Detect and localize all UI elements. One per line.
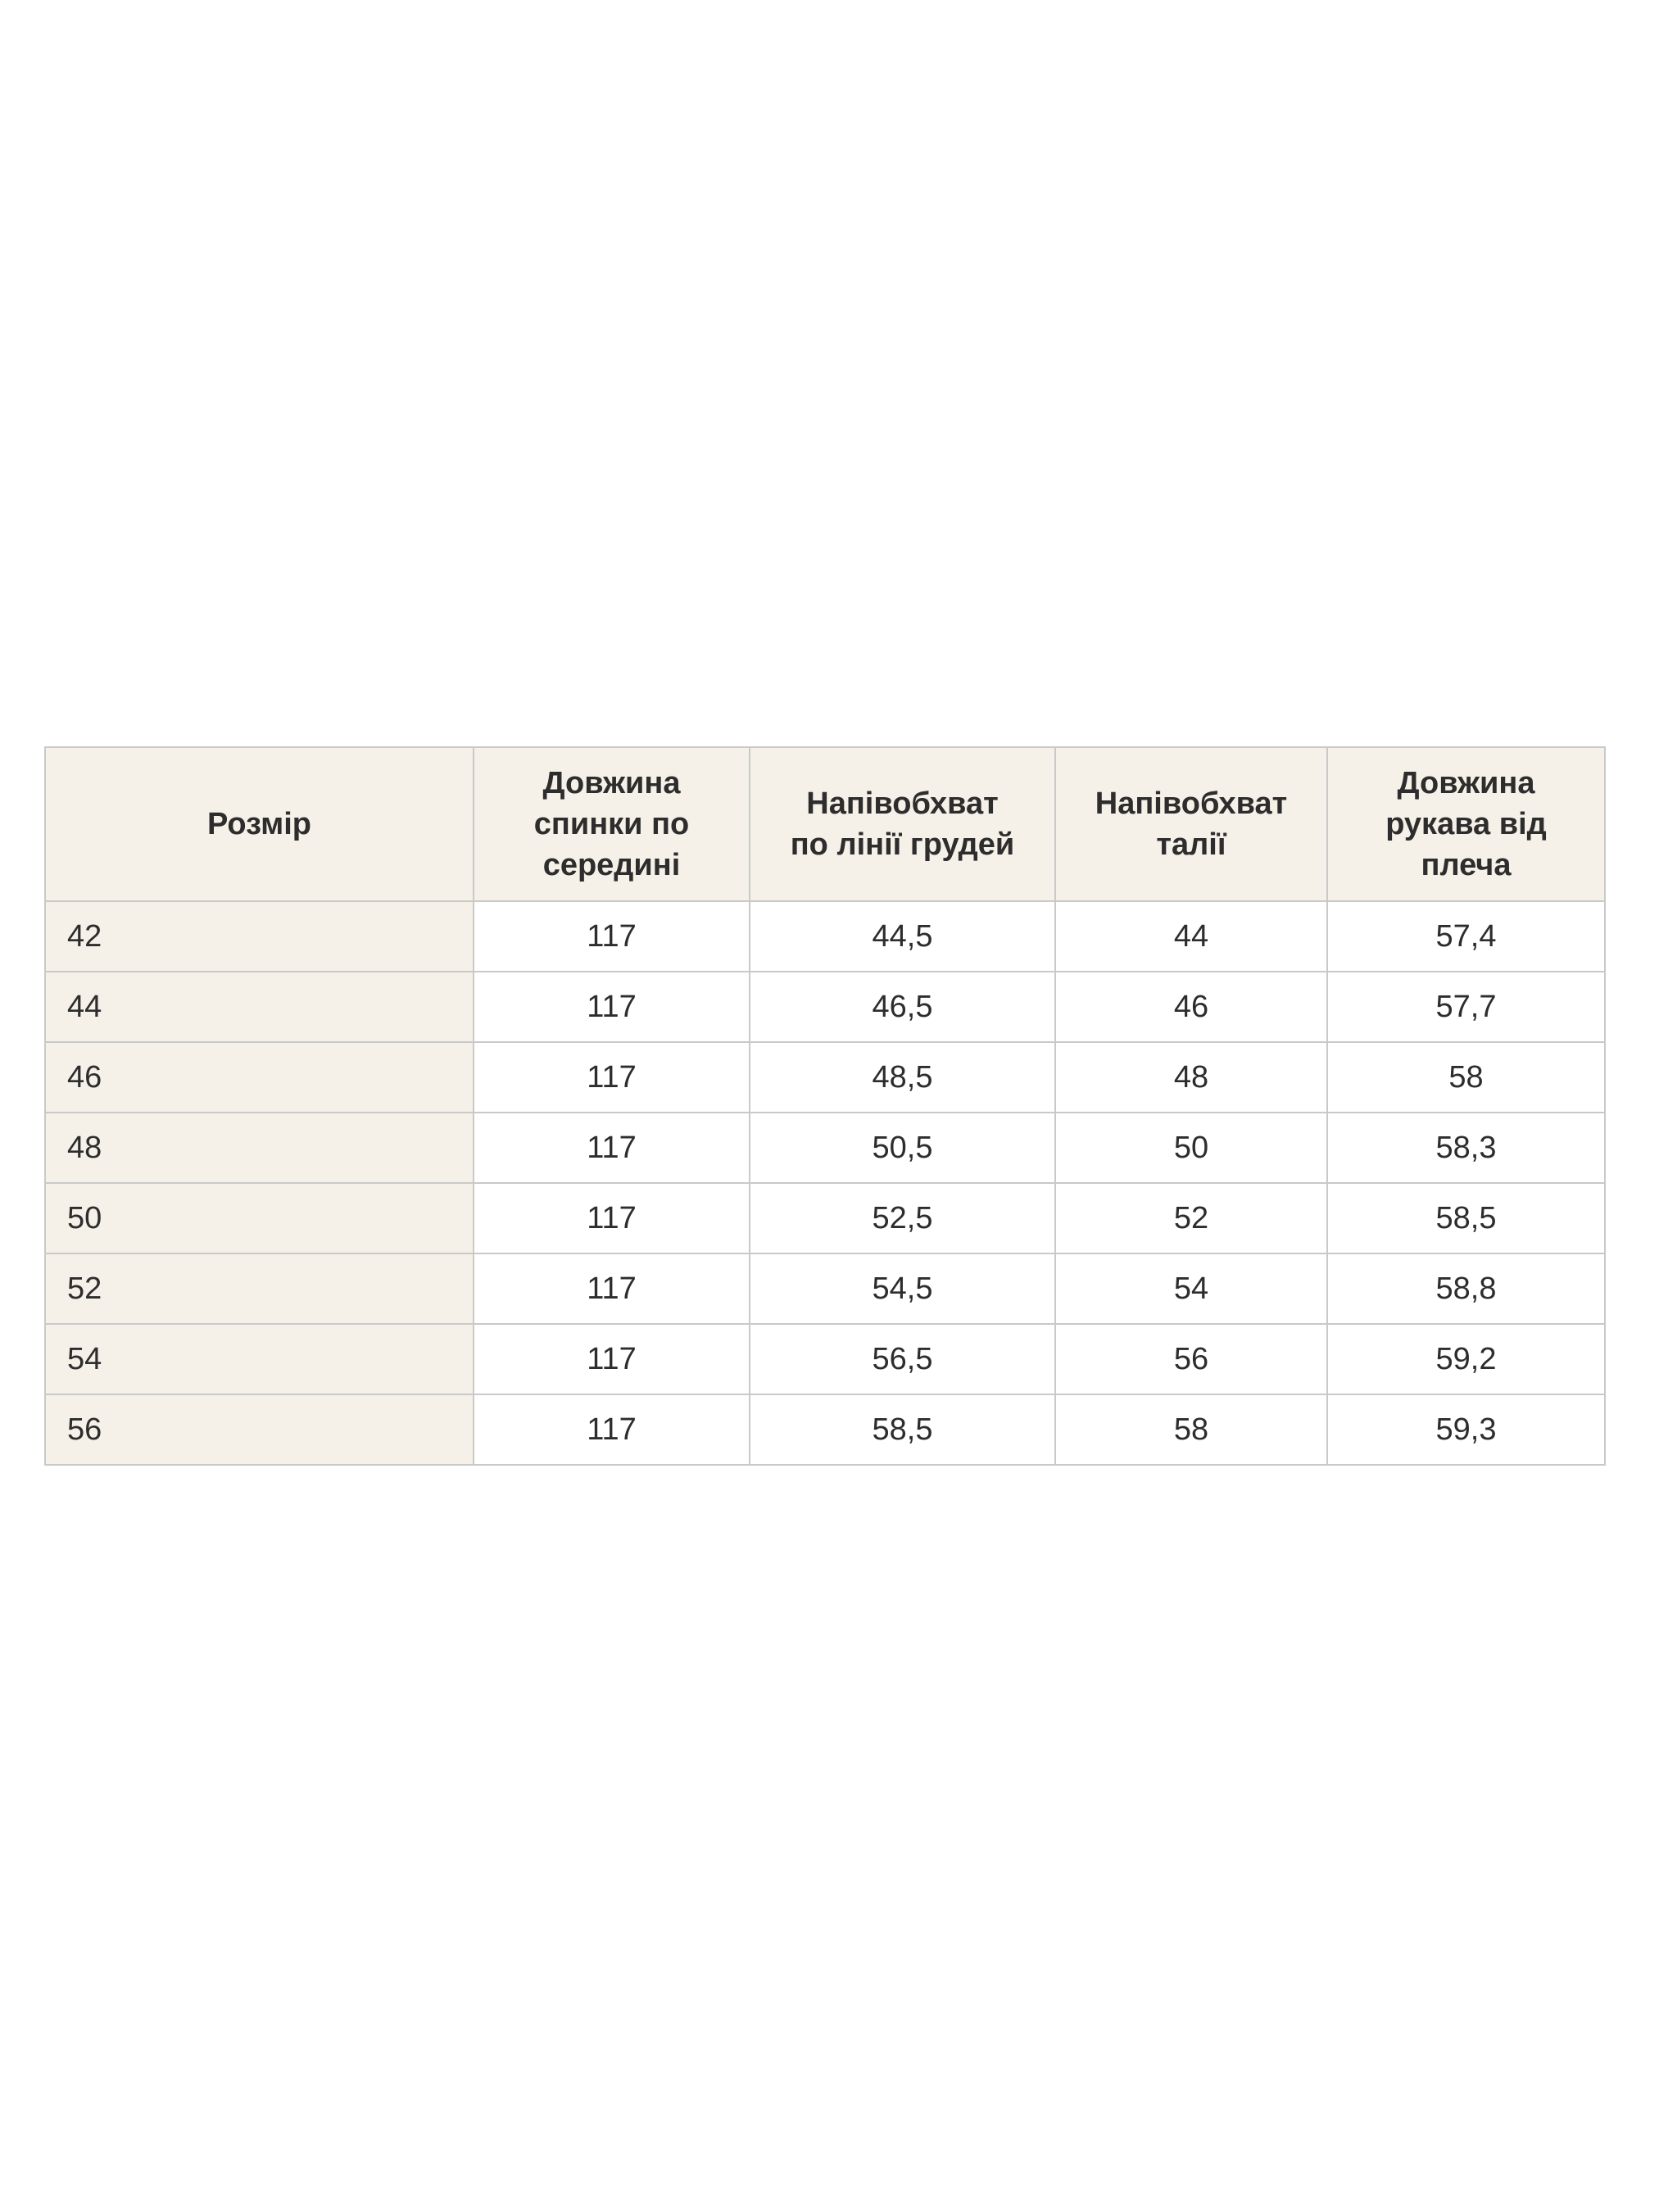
- table-row: 48 117 50,5 50 58,3: [44, 1112, 1606, 1184]
- table-row: 56 117 58,5 58 59,3: [44, 1394, 1606, 1466]
- value-cell: 58: [1054, 1394, 1328, 1466]
- table-row: 44 117 46,5 46 57,7: [44, 971, 1606, 1043]
- value-cell: 58,3: [1326, 1112, 1606, 1184]
- column-header: Довжина рукава від плеча: [1326, 746, 1606, 902]
- size-cell: 42: [44, 900, 474, 972]
- value-cell: 59,3: [1326, 1394, 1606, 1466]
- value-cell: 48: [1054, 1041, 1328, 1113]
- size-cell: 46: [44, 1041, 474, 1113]
- table-row: 50 117 52,5 52 58,5: [44, 1182, 1606, 1254]
- column-header: Напівобхват по лінії грудей: [749, 746, 1056, 902]
- table-row: 54 117 56,5 56 59,2: [44, 1323, 1606, 1395]
- value-cell: 46,5: [749, 971, 1056, 1043]
- value-cell: 57,4: [1326, 900, 1606, 972]
- value-cell: 48,5: [749, 1041, 1056, 1113]
- size-chart-header: Розмір Довжина спинки по середині Напівобх…: [44, 746, 1606, 902]
- table-row: 42 117 44,5 44 57,4: [44, 900, 1606, 972]
- size-cell: 56: [44, 1394, 474, 1466]
- size-cell: 48: [44, 1112, 474, 1184]
- value-cell: 44: [1054, 900, 1328, 972]
- value-cell: 59,2: [1326, 1323, 1606, 1395]
- value-cell: 50,5: [749, 1112, 1056, 1184]
- value-cell: 52,5: [749, 1182, 1056, 1254]
- table-row: 52 117 54,5 54 58,8: [44, 1253, 1606, 1325]
- header-row: Розмір Довжина спинки по середині Напівобх…: [44, 746, 1606, 902]
- value-cell: 58,8: [1326, 1253, 1606, 1325]
- value-cell: 117: [473, 971, 750, 1043]
- table-row: 46 117 48,5 48 58: [44, 1041, 1606, 1113]
- value-cell: 58,5: [749, 1394, 1056, 1466]
- value-cell: 117: [473, 900, 750, 972]
- size-cell: 52: [44, 1253, 474, 1325]
- value-cell: 46: [1054, 971, 1328, 1043]
- value-cell: 58: [1326, 1041, 1606, 1113]
- value-cell: 117: [473, 1394, 750, 1466]
- size-chart-table: Розмір Довжина спинки по середині Напівобх…: [44, 746, 1606, 1466]
- value-cell: 57,7: [1326, 971, 1606, 1043]
- size-cell: 50: [44, 1182, 474, 1254]
- column-header: Розмір: [44, 746, 474, 902]
- value-cell: 54: [1054, 1253, 1328, 1325]
- column-header: Напівобхват талії: [1054, 746, 1328, 902]
- size-cell: 44: [44, 971, 474, 1043]
- value-cell: 58,5: [1326, 1182, 1606, 1254]
- column-header: Довжина спинки по середині: [473, 746, 750, 902]
- size-cell: 54: [44, 1323, 474, 1395]
- value-cell: 50: [1054, 1112, 1328, 1184]
- value-cell: 117: [473, 1041, 750, 1113]
- value-cell: 56: [1054, 1323, 1328, 1395]
- value-cell: 52: [1054, 1182, 1328, 1254]
- value-cell: 44,5: [749, 900, 1056, 972]
- size-chart-body: 42 117 44,5 44 57,4 44 117 46,5 46 57,7 46 117 48,5 4…: [44, 900, 1606, 1466]
- value-cell: 117: [473, 1112, 750, 1184]
- value-cell: 117: [473, 1182, 750, 1254]
- value-cell: 56,5: [749, 1323, 1056, 1395]
- value-cell: 54,5: [749, 1253, 1056, 1325]
- value-cell: 117: [473, 1253, 750, 1325]
- value-cell: 117: [473, 1323, 750, 1395]
